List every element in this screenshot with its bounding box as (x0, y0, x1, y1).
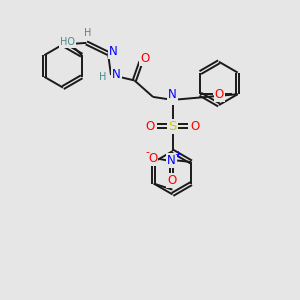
Text: O: O (148, 152, 157, 166)
Text: O: O (215, 88, 224, 101)
Text: -: - (145, 147, 149, 158)
Text: O: O (145, 120, 154, 133)
Text: H: H (99, 72, 106, 82)
Text: N: N (112, 68, 121, 81)
Text: N: N (167, 154, 176, 167)
Text: N: N (109, 45, 118, 58)
Text: O: O (191, 120, 200, 133)
Text: H: H (84, 28, 92, 38)
Text: N: N (168, 88, 177, 101)
Text: O: O (140, 52, 149, 65)
Text: +: + (174, 150, 181, 159)
Text: O: O (167, 174, 176, 187)
Text: S: S (168, 120, 177, 133)
Text: HO: HO (60, 37, 75, 47)
